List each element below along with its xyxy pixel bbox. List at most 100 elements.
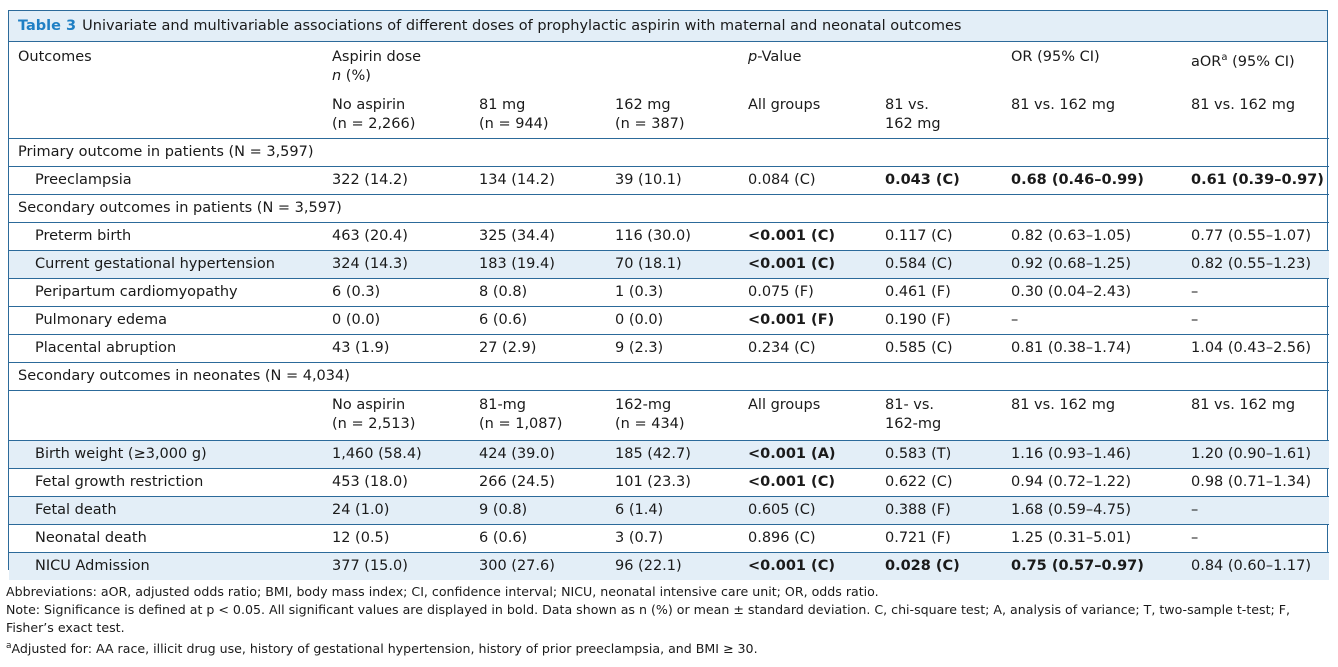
stat-cell: 1.04 (0.43–2.56) [1182,334,1329,363]
stat-cell: 0.234 (C) [739,334,876,363]
section-title: Primary outcome in patients (N = 3,597) [9,138,1329,167]
subheader-cell: 81- vs. 162-mg [876,390,1002,441]
count-cell: 1,460 (58.4) [323,440,470,469]
count-cell: 324 (14.3) [323,250,470,279]
stat-cell: 0.61 (0.39–0.97) [1182,166,1329,195]
count-cell: 6 (0.6) [470,524,606,553]
stat-cell: 0.605 (C) [739,496,876,525]
count-cell: 0 (0.0) [606,306,739,335]
outcome-cell: Peripartum cardiomyopathy [9,278,323,307]
stat-cell: 1.25 (0.31–5.01) [1002,524,1182,553]
stat-cell: – [1182,306,1329,335]
count-cell: 6 (0.3) [323,278,470,307]
stat-cell: 0.043 (C) [876,166,1002,195]
count-cell: 6 (1.4) [606,496,739,525]
stat-cell: – [1182,278,1329,307]
count-cell: 377 (15.0) [323,552,470,580]
outcome-cell: Placental abruption [9,334,323,363]
outcome-cell: Fetal death [9,496,323,525]
count-cell: 322 (14.2) [323,166,470,195]
count-cell: 70 (18.1) [606,250,739,279]
no-aspirin-header: No aspirin (n = 2,266) [332,97,416,132]
count-cell: 8 (0.8) [470,278,606,307]
table-frame: Table 3 Univariate and multivariable asso… [8,10,1329,580]
outcome-cell: NICU Admission [9,552,323,580]
aor-comparison-header: 81 vs. 162 mg [1191,97,1296,113]
stat-cell: 0.77 (0.55–1.07) [1182,222,1329,251]
header-row: Outcomes Aspirin dose n (%) p-Value OR (9… [9,42,1329,86]
stat-cell: 0.82 (0.55–1.23) [1182,250,1329,279]
count-cell: 116 (30.0) [606,222,739,251]
81-vs-162-header: 81 vs. 162 mg [885,97,941,132]
outcome-cell: Preeclampsia [9,166,323,195]
subheader-cell: 81-mg (n = 1,087) [470,390,606,441]
count-cell: 1 (0.3) [606,278,739,307]
count-cell: 24 (1.0) [323,496,470,525]
pct-label: (%) [341,68,371,84]
count-cell: 453 (18.0) [323,468,470,497]
footnote-mark: a [6,641,12,651]
abbreviations-note: Abbreviations: aOR, adjusted odds ratio;… [6,584,879,599]
table-row: Birth weight (≥3,000 g) 1,460 (58.4) 424 (… [9,440,1329,469]
stat-cell: 0.028 (C) [876,552,1002,580]
count-cell: 266 (24.5) [470,468,606,497]
stat-cell: <0.001 (A) [739,440,876,469]
or-comparison-header: 81 vs. 162 mg [1011,97,1116,113]
section-title: Secondary outcomes in neonates (N = 4,03… [9,362,1329,391]
aspirin-81-header: 81 mg (n = 944) [479,97,549,132]
count-cell: 134 (14.2) [470,166,606,195]
count-cell: 9 (0.8) [470,496,606,525]
table-body: Outcomes Aspirin dose n (%) p-Value OR (9… [9,42,1329,580]
stat-cell: 0.584 (C) [876,250,1002,279]
stat-cell: 0.585 (C) [876,334,1002,363]
stat-cell: 0.75 (0.57–0.97) [1002,552,1182,580]
all-groups-header: All groups [748,97,821,113]
n-symbol: n [332,68,342,84]
adjustment-footnote: aAdjusted for: AA race, illicit drug use… [6,641,758,657]
significance-note: Note: Significance is defined at p < 0.0… [6,602,1291,635]
col-or-header: OR (95% CI) [1011,49,1100,65]
table-row: Fetal death 24 (1.0) 9 (0.8) 6 (1.4) 0.605 (… [9,496,1329,525]
table-label: Table 3 [18,18,77,34]
stat-cell: 0.190 (F) [876,306,1002,335]
outcome-cell: Pulmonary edema [9,306,323,335]
stat-cell: 1.68 (0.59–4.75) [1002,496,1182,525]
outcome-cell: Fetal growth restriction [9,468,323,497]
subheader-cell: 81 vs. 162 mg [1182,390,1329,441]
stat-cell: <0.001 (F) [739,306,876,335]
count-cell: 185 (42.7) [606,440,739,469]
count-cell: 3 (0.7) [606,524,739,553]
table-row: Neonatal death 12 (0.5) 6 (0.6) 3 (0.7) 0.89… [9,524,1329,553]
col-aspirin-dose-header: Aspirin dose n (%) [323,42,470,86]
stat-cell: 1.16 (0.93–1.46) [1002,440,1182,469]
count-cell: 101 (23.3) [606,468,739,497]
count-cell: 325 (34.4) [470,222,606,251]
count-cell: 183 (19.4) [470,250,606,279]
stat-cell: 0.583 (T) [876,440,1002,469]
stat-cell: 0.721 (F) [876,524,1002,553]
stat-cell: 0.30 (0.04–2.43) [1002,278,1182,307]
stat-cell: – [1182,496,1329,525]
neonate-subheader-row: No aspirin (n = 2,513) 81-mg (n = 1,087) 162… [9,390,1329,441]
outcome-cell: Birth weight (≥3,000 g) [9,440,323,469]
table-notes: Abbreviations: aOR, adjusted odds ratio;… [6,583,1332,658]
count-cell: 39 (10.1) [606,166,739,195]
count-cell: 9 (2.3) [606,334,739,363]
outcome-cell: Current gestational hypertension [9,250,323,279]
col-aor-header: aORa (95% CI) [1182,42,1329,86]
stat-cell: – [1182,524,1329,553]
stat-cell: 0.94 (0.72–1.22) [1002,468,1182,497]
stat-cell: 0.92 (0.68–1.25) [1002,250,1182,279]
count-cell: 12 (0.5) [323,524,470,553]
stat-cell: <0.001 (C) [739,468,876,497]
stat-cell: 0.84 (0.60–1.17) [1182,552,1329,580]
outcome-cell: Neonatal death [9,524,323,553]
count-cell: 96 (22.1) [606,552,739,580]
stat-cell: 0.117 (C) [876,222,1002,251]
aor-label: aOR [1191,53,1222,70]
stat-cell: <0.001 (C) [739,222,876,251]
table-caption: Table 3 Univariate and multivariable asso… [9,11,1327,42]
subheader-cell: All groups [739,390,876,441]
aor-ci-label: (95% CI) [1227,53,1295,70]
